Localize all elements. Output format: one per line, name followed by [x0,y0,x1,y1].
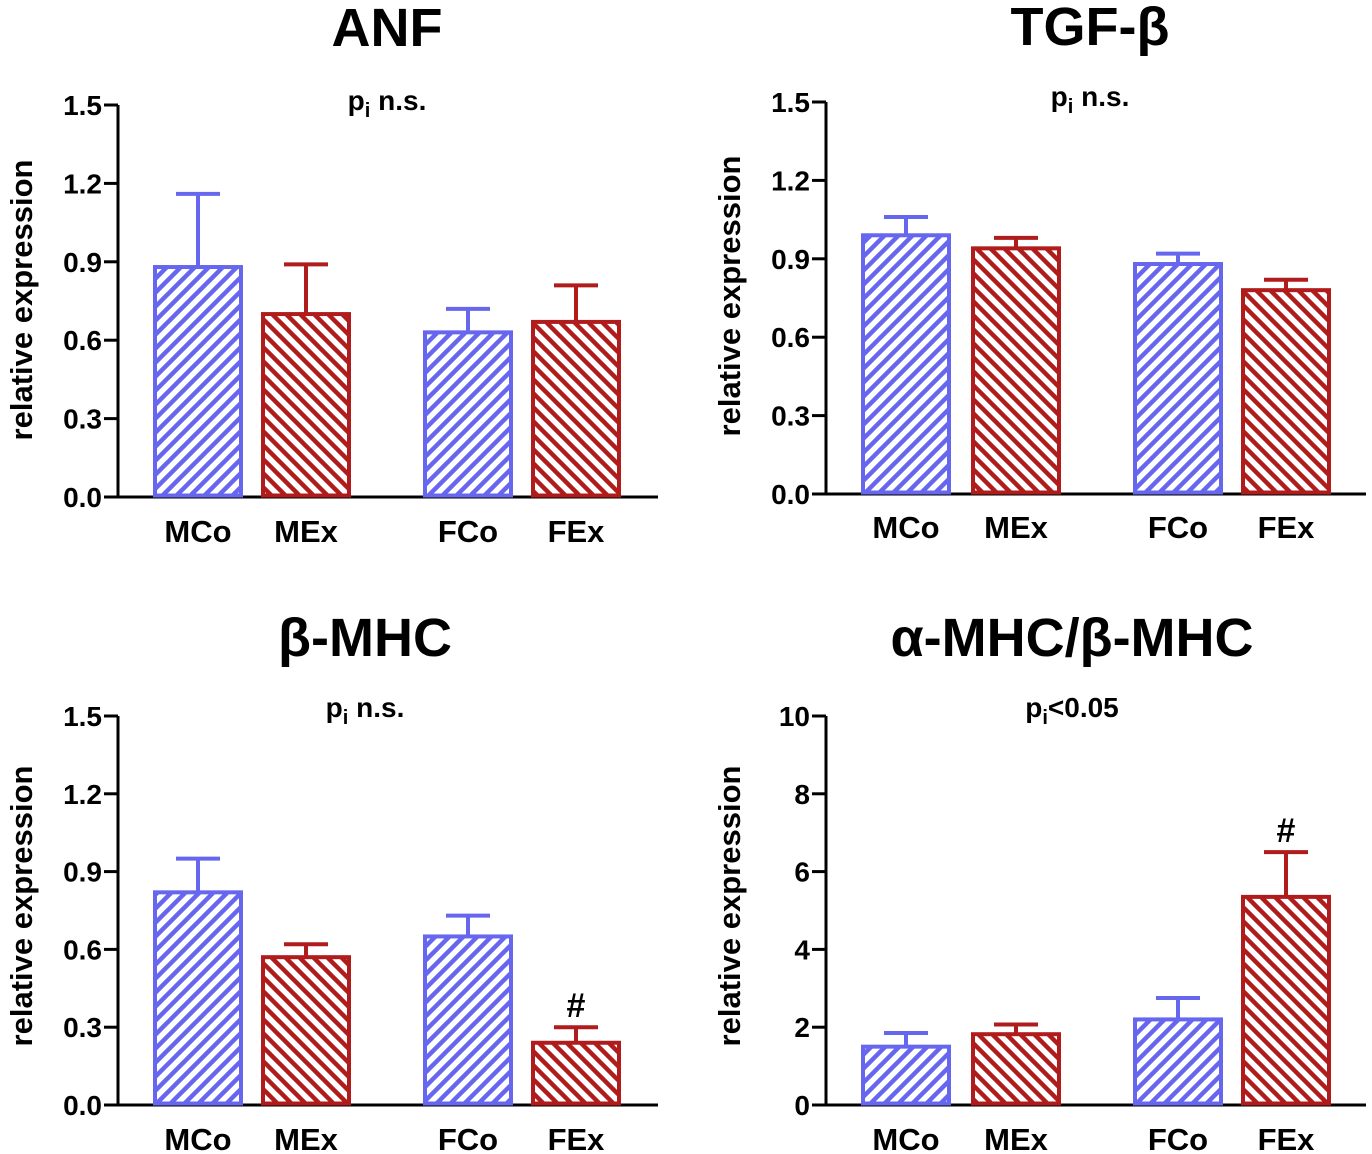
category-label: FEx [1258,1122,1316,1154]
bar-fex [531,1040,621,1106]
bar-mex [971,1032,1061,1106]
p-annotation: pi n.s. [326,692,405,729]
bar-fco [423,330,513,498]
y-tick-label: 1.5 [63,90,102,121]
category-label: MCo [164,514,231,549]
y-tick-label: 0.3 [63,1012,102,1043]
bar-fco [1133,262,1223,495]
category-label: MCo [872,510,939,545]
panel-0: ANF pi n.s. relative expression 0.0 0.3 0.6 0.… [4,0,658,549]
y-tick-label: 0.9 [63,247,102,278]
p-annotation: pi n.s. [1051,81,1130,118]
y-axis-label: relative expression [4,766,39,1047]
y-tick-label: 10 [779,701,810,732]
y-tick-label: 1.2 [63,168,102,199]
bar-fco [1133,1017,1223,1106]
y-tick-label: 0.0 [63,482,102,513]
category-label: FEx [548,514,606,549]
y-axis-label: relative expression [4,160,39,441]
bar-fex [1241,894,1331,1106]
y-axis-label: relative expression [712,156,747,437]
bar-fex [1241,288,1331,495]
chart-title: TGF-β [1011,0,1170,57]
y-tick-label: 1.5 [63,701,102,732]
chart-title: ANF [332,0,443,58]
bar-mex [261,312,351,498]
category-label: MEx [274,514,339,549]
significance-marker: # [1277,812,1296,850]
category-label: FEx [548,1122,606,1154]
bar-mco [153,890,243,1106]
category-label: FCo [1148,1122,1208,1154]
panel-1: TGF-β pi n.s. relative expression 0.0 0.3 0.6… [712,0,1366,545]
category-label: FCo [438,1122,498,1154]
bar-mco [153,265,243,498]
category-label: FEx [1258,510,1316,545]
bar-mco [861,1044,951,1106]
y-tick-label: 4 [794,934,810,965]
y-tick-label: 1.5 [771,87,810,118]
significance-marker: # [567,987,586,1025]
category-label: MCo [872,1122,939,1154]
y-tick-label: 0 [794,1090,810,1121]
category-label: FCo [1148,510,1208,545]
category-label: MEx [984,1122,1049,1154]
y-tick-label: 0.0 [771,479,810,510]
panel-2: β-MHC pi n.s. relative expression 0.0 0.3 0.6… [4,608,658,1154]
bar-fex [531,319,621,498]
y-tick-label: 0.9 [771,244,810,275]
y-tick-label: 0.3 [771,401,810,432]
y-axis-label: relative expression [712,766,747,1047]
chart-title: α-MHC/β-MHC [890,608,1253,668]
bar-mex [261,955,351,1106]
y-tick-label: 0.0 [63,1090,102,1121]
y-tick-label: 0.6 [771,322,810,353]
category-label: MEx [984,510,1049,545]
y-tick-label: 0.6 [63,325,102,356]
y-tick-label: 6 [794,857,810,888]
category-label: FCo [438,514,498,549]
panel-3: α-MHC/β-MHC pi<0.05 relative expression 0 2 4… [712,608,1366,1154]
y-tick-label: 0.3 [63,404,102,435]
y-tick-label: 0.6 [63,934,102,965]
p-annotation: pi<0.05 [1025,692,1119,729]
y-tick-label: 1.2 [63,779,102,810]
y-tick-label: 8 [794,779,810,810]
bar-mco [861,233,951,495]
category-label: MEx [274,1122,339,1154]
p-annotation: pi n.s. [348,85,427,122]
y-tick-label: 2 [794,1012,810,1043]
y-tick-label: 1.2 [771,165,810,196]
bar-fco [423,934,513,1106]
y-tick-label: 0.9 [63,857,102,888]
category-label: MCo [164,1122,231,1154]
chart-title: β-MHC [278,608,452,668]
bar-mex [971,246,1061,495]
